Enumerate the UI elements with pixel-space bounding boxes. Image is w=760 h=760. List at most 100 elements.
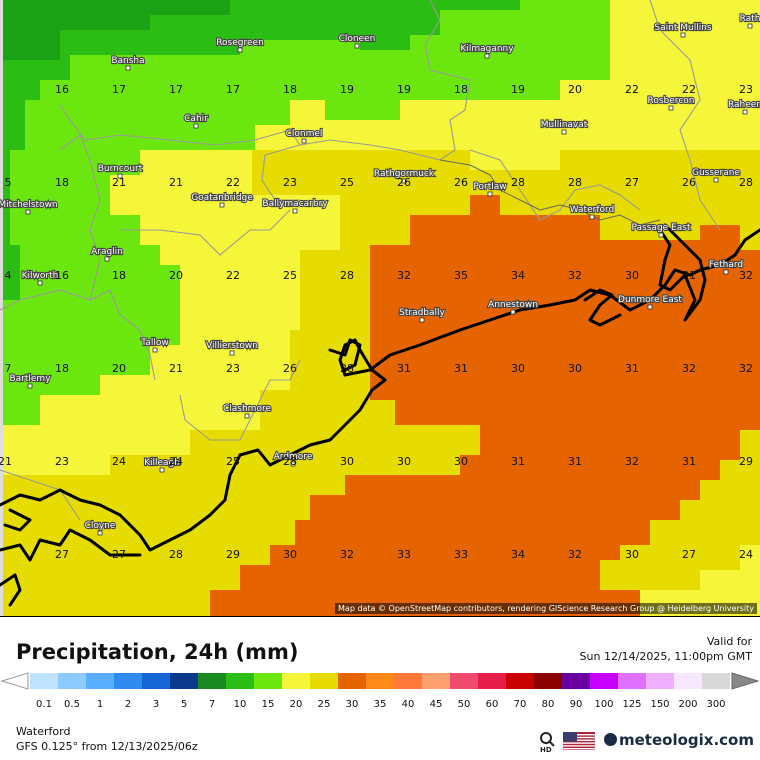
grid-value: 33 — [397, 548, 411, 561]
place-villierstown: Villierstown — [205, 340, 259, 356]
grid-value: 31 — [682, 269, 696, 282]
place-marker — [668, 105, 674, 111]
place-label: Rosegreen — [216, 38, 264, 48]
legend-label: 35 — [374, 699, 387, 710]
place-label: Rosbercon — [648, 96, 695, 106]
place-araglin: Araglin — [90, 246, 124, 262]
grid-value: 31 — [511, 455, 525, 468]
legend-high-arrow — [731, 672, 760, 690]
place-rosbercon: Rosbercon — [646, 95, 696, 111]
map-canvas: Rosegreen Cloneen Kilmaganny Saint Mullins R… — [0, 0, 760, 616]
model-run: GFS 0.125° from 12/13/2025/06z — [16, 740, 198, 753]
map-attribution[interactable]: Map data © OpenStreetMap contributors, r… — [335, 603, 757, 614]
place-marker — [152, 347, 158, 353]
grid-value: 19 — [397, 83, 411, 96]
grid-value: 34 — [511, 548, 525, 561]
place-label: Raheen — [728, 100, 760, 110]
grid-value: 30 — [454, 455, 468, 468]
grid-value: 32 — [625, 455, 639, 468]
grid-value: 32 — [397, 269, 411, 282]
grid-value: 17 — [226, 83, 240, 96]
place-marker — [290, 461, 296, 467]
place-label: Gusserane — [692, 168, 741, 178]
place-mitchelstown: Mitchelstown — [0, 199, 59, 215]
place-marker — [680, 32, 686, 38]
place-label: Bartlemy — [9, 374, 51, 384]
grid-value: 30 — [625, 269, 639, 282]
grid-value: 28 — [340, 269, 354, 282]
place-label: Portlaw — [473, 182, 506, 192]
meteologix-logo[interactable]: meteologix.com — [604, 731, 754, 749]
place-label: Goatanbridge — [191, 193, 253, 203]
grid-value: 25 — [226, 455, 240, 468]
place-label: Rath — [740, 14, 760, 24]
legend-swatch — [142, 673, 170, 689]
place-label: Mullinavat — [541, 120, 588, 130]
legend-label: 1 — [97, 699, 103, 710]
place-marker — [27, 383, 33, 389]
place-waterford: Waterford — [569, 204, 615, 220]
legend-label: 150 — [650, 699, 669, 710]
precipitation-map[interactable]: Rosegreen Cloneen Kilmaganny Saint Mullins R… — [0, 0, 760, 617]
grid-value: 22 — [625, 83, 639, 96]
grid-value: 18 — [283, 83, 297, 96]
legend-label: 0.1 — [36, 699, 52, 710]
place-label: Killeagh — [144, 458, 180, 468]
place-rath: Rath — [738, 13, 760, 29]
place-clonmel: Clonmel — [284, 128, 324, 144]
grid-value: 5 — [5, 176, 12, 189]
grid-value: 27 — [112, 548, 126, 561]
place-marker — [747, 23, 753, 29]
magnifier-hd-icon[interactable]: HD — [538, 731, 560, 753]
place-label: Cloyne — [85, 521, 116, 531]
legend-swatch — [282, 673, 310, 689]
place-label: Burncourt — [98, 164, 143, 174]
legend-swatch — [562, 673, 590, 689]
grid-value: 18 — [55, 176, 69, 189]
map-title: Precipitation, 24h (mm) — [16, 640, 299, 664]
place-rosegreen: Rosegreen — [215, 37, 265, 53]
place-label: Mitchelstown — [0, 200, 58, 210]
grid-value: 21 — [169, 362, 183, 375]
place-kilmaganny: Kilmaganny — [459, 43, 515, 59]
place-label: Clashmore — [223, 404, 271, 414]
legend-label: 25 — [318, 699, 331, 710]
valid-for-label: Valid for — [706, 635, 752, 648]
place-saint-mullins: Saint Mullins — [653, 22, 713, 38]
place-marker — [510, 309, 516, 315]
grid-value: 22 — [226, 269, 240, 282]
legend-label: 200 — [678, 699, 697, 710]
place-marker — [244, 413, 250, 419]
place-marker — [229, 350, 235, 356]
place-marker — [125, 65, 131, 71]
grid-value: 28 — [511, 176, 525, 189]
grid-value: 32 — [682, 362, 696, 375]
place-ballymacarbry: Ballymacarbry — [261, 198, 329, 214]
place-label: Araglin — [91, 247, 123, 257]
place-burncourt: Burncourt — [97, 163, 144, 179]
valid-time: Sun 12/14/2025, 11:00pm GMT — [579, 650, 752, 663]
grid-value: 20 — [112, 362, 126, 375]
us-flag-icon[interactable] — [563, 732, 595, 750]
place-clashmore: Clashmore — [222, 403, 273, 419]
grid-value: 23 — [55, 455, 69, 468]
grid-value: 18 — [112, 269, 126, 282]
location-name: Waterford — [16, 725, 71, 738]
place-marker — [159, 467, 165, 473]
place-label: Waterford — [570, 205, 615, 215]
place-marker — [237, 47, 243, 53]
place-label: Ballymacarbry — [262, 199, 328, 209]
place-bansha: Bansha — [110, 55, 146, 71]
grid-value: 18 — [454, 83, 468, 96]
legend-label: 70 — [514, 699, 527, 710]
legend-swatch — [86, 673, 114, 689]
grid-value: 31 — [454, 362, 468, 375]
grid-value: 30 — [340, 455, 354, 468]
grid-value: 19 — [511, 83, 525, 96]
grid-value: 7 — [5, 362, 12, 375]
grid-value: 34 — [511, 269, 525, 282]
grid-value: 31 — [625, 362, 639, 375]
grid-value: 21 — [0, 455, 12, 468]
legend-swatch — [506, 673, 534, 689]
grid-value: 22 — [682, 83, 696, 96]
